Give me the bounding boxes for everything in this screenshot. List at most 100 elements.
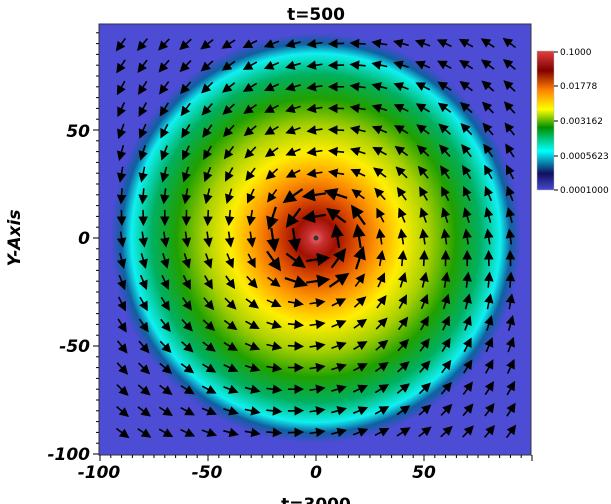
velocity-arrow	[263, 82, 280, 92]
velocity-arrow	[117, 102, 126, 118]
velocity-arrow	[181, 124, 191, 139]
velocity-arrow	[353, 363, 368, 372]
velocity-arrow	[137, 428, 152, 438]
velocity-arrow	[484, 207, 494, 223]
velocity-arrow	[371, 125, 388, 135]
velocity-arrow	[371, 82, 388, 92]
velocity-arrow	[179, 38, 192, 51]
velocity-arrow	[244, 384, 261, 394]
velocity-arrow	[138, 123, 148, 139]
velocity-arrow	[180, 363, 195, 374]
velocity-arrow	[349, 38, 366, 49]
velocity-arrow	[323, 188, 348, 201]
velocity-arrow	[223, 319, 238, 331]
velocity-arrow	[160, 231, 170, 248]
velocity-arrow	[203, 231, 213, 248]
velocity-arrow	[415, 60, 431, 70]
velocity-arrow	[503, 80, 516, 92]
velocity-arrow	[309, 406, 326, 416]
velocity-arrow	[117, 296, 126, 312]
velocity-arrow	[181, 341, 194, 353]
velocity-arrow	[440, 403, 453, 416]
velocity-arrow	[309, 427, 326, 438]
velocity-arrow	[437, 102, 452, 113]
velocity-arrow	[305, 274, 331, 288]
velocity-arrow	[244, 406, 261, 416]
velocity-arrow	[200, 39, 214, 50]
velocity-arrow	[263, 39, 280, 49]
velocity-arrow	[223, 384, 239, 394]
velocity-arrow	[506, 164, 515, 180]
velocity-arrow	[287, 319, 305, 330]
velocity-arrow	[203, 188, 213, 205]
velocity-arrow	[416, 145, 430, 157]
velocity-arrow	[374, 428, 390, 437]
velocity-arrow	[181, 253, 191, 269]
velocity-arrow	[331, 406, 347, 416]
footer-title: t=3000	[281, 495, 351, 504]
velocity-arrow	[502, 58, 516, 70]
velocity-arrow	[285, 103, 301, 113]
velocity-arrow	[285, 252, 306, 269]
velocity-arrow	[484, 271, 494, 288]
velocity-arrow	[244, 146, 257, 159]
velocity-arrow	[441, 315, 450, 331]
velocity-arrow	[203, 297, 215, 311]
velocity-arrow	[287, 341, 305, 351]
velocity-arrow	[462, 185, 472, 202]
velocity-arrow	[138, 253, 148, 269]
velocity-arrow	[416, 124, 430, 135]
velocity-arrow	[160, 274, 170, 291]
velocity-arrow	[266, 206, 279, 231]
velocity-arrow	[397, 271, 407, 288]
velocity-arrow	[376, 294, 387, 309]
velocity-arrow	[371, 103, 388, 113]
velocity-arrow	[331, 298, 347, 308]
velocity-arrow	[462, 207, 472, 223]
velocity-arrow	[138, 102, 148, 117]
velocity-arrow	[309, 384, 326, 394]
velocity-arrow	[309, 341, 326, 351]
velocity-arrow	[181, 231, 192, 248]
velocity-arrow	[440, 271, 451, 288]
velocity-arrow	[264, 125, 279, 135]
velocity-arrow	[376, 272, 386, 288]
velocity-arrow	[223, 341, 238, 351]
velocity-arrow	[462, 381, 473, 395]
velocity-arrow	[374, 384, 390, 394]
velocity-arrow	[117, 318, 127, 333]
velocity-arrow	[438, 123, 451, 135]
velocity-arrow	[224, 297, 237, 310]
velocity-arrow	[330, 223, 344, 249]
velocity-arrow	[506, 380, 516, 396]
velocity-arrow	[285, 147, 301, 157]
velocity-arrow	[354, 273, 365, 287]
velocity-arrow	[462, 271, 472, 288]
velocity-arrow	[376, 207, 386, 223]
velocity-arrow	[396, 186, 407, 201]
velocity-arrow	[138, 231, 148, 248]
velocity-arrow	[397, 207, 407, 223]
velocity-arrow	[439, 144, 451, 157]
velocity-arrow	[266, 319, 283, 329]
velocity-arrow	[372, 167, 387, 178]
velocity-arrow	[349, 125, 366, 135]
velocity-arrow	[264, 147, 279, 158]
velocity-arrow	[182, 145, 191, 161]
velocity-arrow	[136, 38, 148, 52]
velocity-arrow	[115, 37, 127, 52]
velocity-arrow	[397, 361, 410, 373]
velocity-arrow	[137, 384, 151, 396]
velocity-arrow	[138, 188, 148, 205]
velocity-arrow	[306, 38, 323, 49]
velocity-arrow	[505, 424, 517, 439]
velocity-arrow	[181, 188, 192, 205]
velocity-arrow	[223, 145, 235, 160]
velocity-arrow	[419, 186, 429, 201]
velocity-arrow	[393, 38, 409, 49]
velocity-arrow	[418, 426, 432, 437]
y-tick-label: 0	[78, 229, 90, 249]
velocity-arrow	[223, 363, 239, 372]
velocity-arrow	[504, 122, 515, 136]
